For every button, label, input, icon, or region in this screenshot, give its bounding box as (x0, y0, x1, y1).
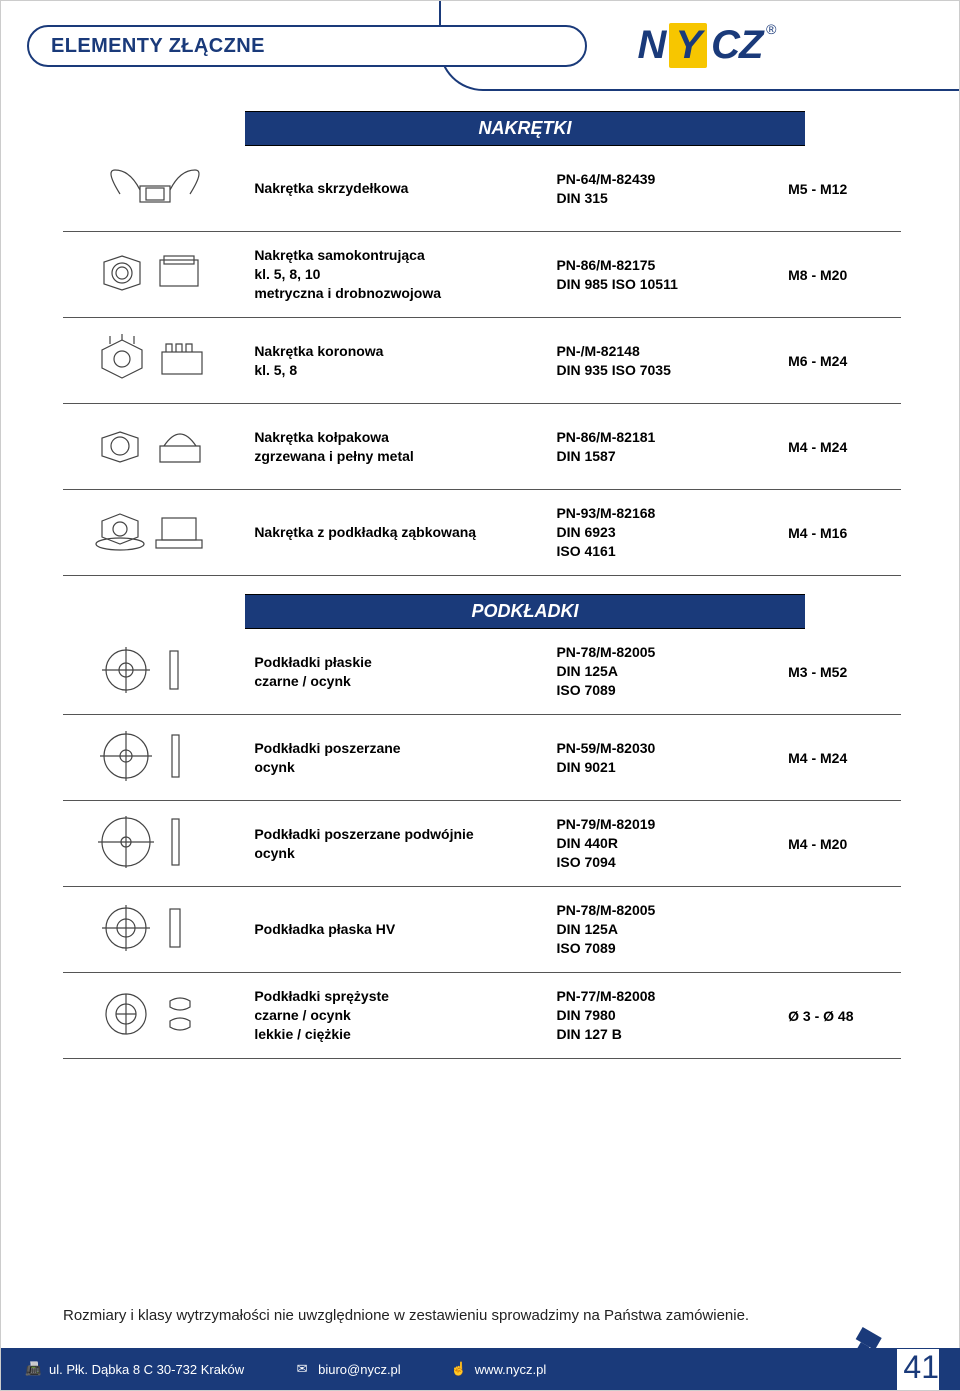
item-size: Ø 3 - Ø 48 (788, 1008, 853, 1024)
item-name: Podkładki poszerzaneocynk (254, 740, 400, 775)
item-name: Podkładka płaska HV (254, 921, 395, 937)
cursor-icon: ☝ (451, 1361, 467, 1377)
item-name: Podkładki poszerzane podwójnieocynk (254, 826, 473, 861)
table-row: Podkładki poszerzane podwójnieocynk PN-7… (63, 801, 901, 887)
table-row: Nakrętka skrzydełkowa PN-64/M-82439DIN 3… (63, 146, 901, 232)
email-text: biuro@nycz.pl (318, 1362, 401, 1377)
hv-washer-icon (90, 901, 220, 955)
logo-letter-y: Y (669, 23, 707, 68)
footer-address: 📠 ul. Płk. Dąbka 8 C 30-732 Kraków (25, 1361, 244, 1377)
registered-icon: ® (766, 21, 776, 37)
bolt-icon (837, 1324, 901, 1388)
item-spec: PN-86/M-82181DIN 1587 (556, 429, 655, 464)
logo-letter-n: N (638, 23, 666, 68)
item-size: M4 - M24 (788, 750, 847, 766)
table-row: Nakrętka koronowakl. 5, 8 PN-/M-82148DIN… (63, 318, 901, 404)
item-name: Nakrętka z podkładką ząbkowaną (254, 524, 476, 540)
locknut-icon (90, 246, 220, 300)
section-header-podkladki: PODKŁADKI (245, 594, 805, 629)
item-name: Nakrętka samokontrującakl. 5, 8, 10metry… (254, 247, 441, 301)
table-row: Nakrętka kołpakowazgrzewana i pełny meta… (63, 404, 901, 490)
item-spec: PN-64/M-82439DIN 315 (556, 171, 655, 206)
table-nakretki: Nakrętka skrzydełkowa PN-64/M-82439DIN 3… (63, 146, 901, 576)
address-text: ul. Płk. Dąbka 8 C 30-732 Kraków (49, 1362, 244, 1377)
item-size: M4 - M20 (788, 836, 847, 852)
page-title: ELEMENTY ZŁĄCZNE (51, 35, 265, 58)
footer-web: ☝ www.nycz.pl (451, 1361, 547, 1377)
footnote-text: Rozmiary i klasy wytrzymałości nie uwzgl… (63, 1307, 901, 1324)
item-spec: PN-78/M-82005DIN 125AISO 7089 (556, 902, 655, 956)
item-name: Nakrętka skrzydełkowa (254, 180, 408, 196)
item-spec: PN-86/M-82175DIN 985 ISO 10511 (556, 257, 677, 292)
item-spec: PN-79/M-82019DIN 440RISO 7094 (556, 816, 655, 870)
item-name: Podkładki sprężysteczarne / ocynklekkie … (254, 988, 389, 1042)
item-size: M4 - M24 (788, 439, 847, 455)
item-spec: PN-78/M-82005DIN 125AISO 7089 (556, 644, 655, 698)
page-number: 41 (897, 1349, 939, 1390)
spring-washer-icon (90, 987, 220, 1041)
wingnut-icon (90, 160, 220, 214)
item-size: M8 - M20 (788, 267, 847, 283)
item-spec: PN-/M-82148DIN 935 ISO 7035 (556, 343, 670, 378)
item-spec: PN-93/M-82168DIN 6923ISO 4161 (556, 505, 655, 559)
flange-nut-icon (90, 504, 220, 558)
table-row: Podkładki sprężysteczarne / ocynklekkie … (63, 973, 901, 1059)
item-size: M3 - M52 (788, 664, 847, 680)
item-spec: PN-77/M-82008DIN 7980DIN 127 B (556, 988, 655, 1042)
content-area: NAKRĘTKI Nakrętka skrzydełkowa PN-64/M-8… (63, 111, 901, 1059)
item-name: Podkładki płaskieczarne / ocynk (254, 654, 372, 689)
table-podkladki: Podkładki płaskieczarne / ocynk PN-78/M-… (63, 629, 901, 1059)
page-number-wrap: 41 (837, 1324, 939, 1390)
item-spec: PN-59/M-82030DIN 9021 (556, 740, 655, 775)
item-size: M4 - M16 (788, 525, 847, 541)
flat-washer-icon (90, 643, 220, 697)
section-header-nakretki: NAKRĘTKI (245, 111, 805, 146)
mail-icon: ✉ (294, 1361, 310, 1377)
item-size: M6 - M24 (788, 353, 847, 369)
table-row: Podkładki płaskieczarne / ocynk PN-78/M-… (63, 629, 901, 715)
table-row: Nakrętka z podkładką ząbkowaną PN-93/M-8… (63, 490, 901, 576)
web-text: www.nycz.pl (475, 1362, 547, 1377)
table-row: Podkładka płaska HV PN-78/M-82005DIN 125… (63, 887, 901, 973)
item-name: Nakrętka koronowakl. 5, 8 (254, 343, 383, 378)
item-name: Nakrętka kołpakowazgrzewana i pełny meta… (254, 429, 414, 464)
cap-nut-icon (90, 418, 220, 472)
page-header-bar: ELEMENTY ZŁĄCZNE (27, 25, 587, 67)
table-row: Podkładki poszerzaneocynk PN-59/M-82030D… (63, 715, 901, 801)
table-row: Nakrętka samokontrującakl. 5, 8, 10metry… (63, 232, 901, 318)
extra-wide-washer-icon (90, 815, 220, 869)
footer-email: ✉ biuro@nycz.pl (294, 1361, 401, 1377)
brand-logo: N Y CZ ® (638, 23, 763, 68)
item-size: M5 - M12 (788, 181, 847, 197)
logo-letters-cz: CZ (711, 23, 762, 68)
footer-bar: 📠 ul. Płk. Dąbka 8 C 30-732 Kraków ✉ biu… (1, 1348, 960, 1390)
wide-washer-icon (90, 729, 220, 783)
castle-nut-icon (90, 332, 220, 386)
fax-icon: 📠 (25, 1361, 41, 1377)
